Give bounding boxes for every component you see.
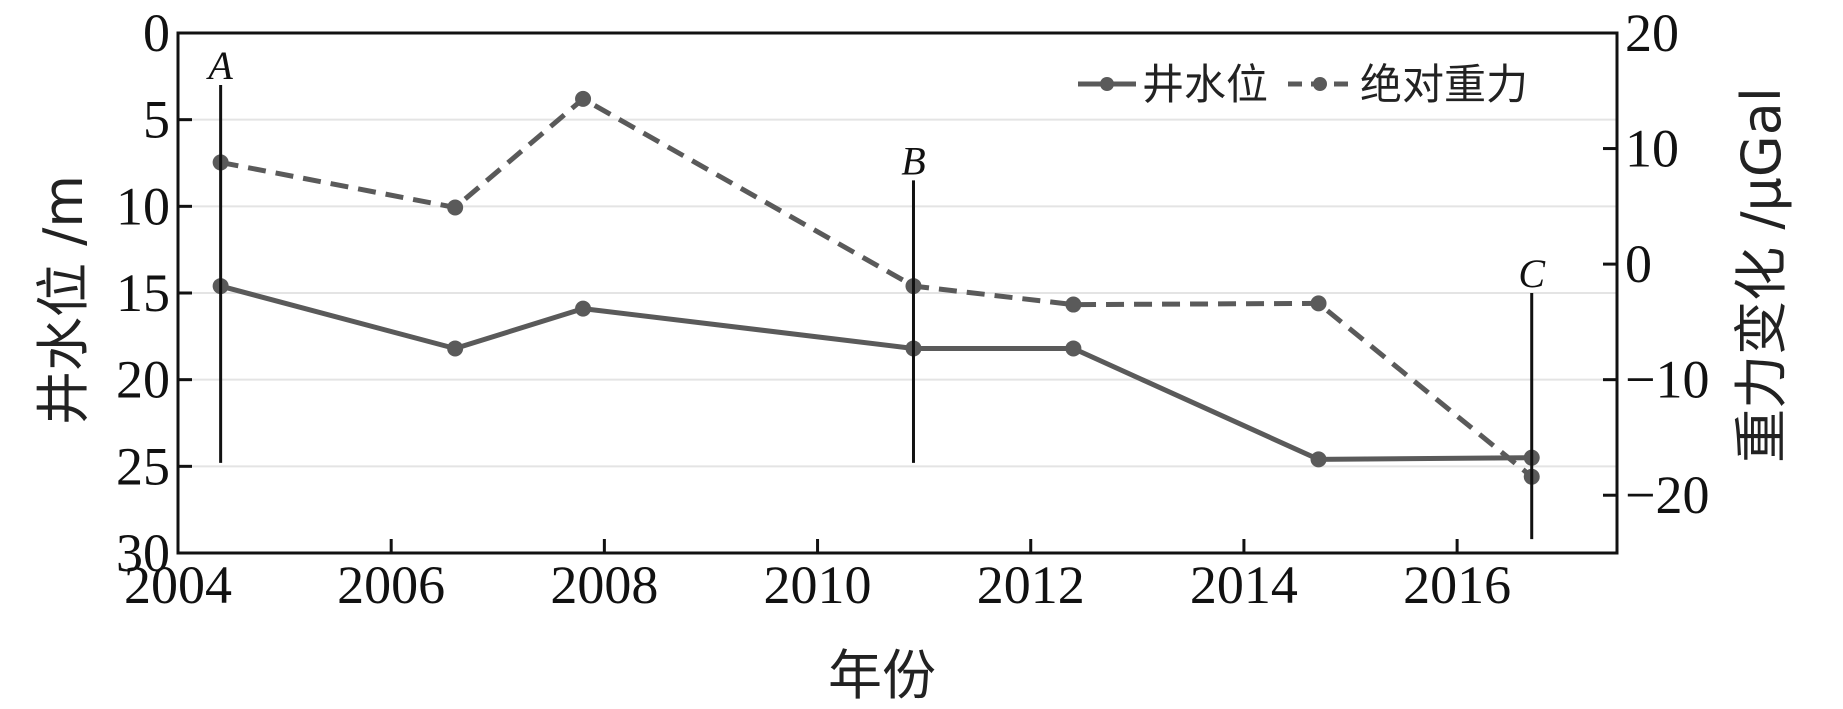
x-tick-label: 2012 bbox=[977, 555, 1085, 615]
annotation-label-b: B bbox=[901, 138, 925, 183]
water-level-point bbox=[1310, 451, 1327, 468]
gravity-point bbox=[1065, 296, 1082, 313]
y-right-axis-title: 重力变化 /μGal bbox=[1730, 87, 1793, 463]
y-left-tick-label: 25 bbox=[116, 436, 170, 496]
y-right-tick-label: 10 bbox=[1625, 119, 1679, 179]
x-tick-label: 2010 bbox=[764, 555, 872, 615]
legend-marker-water-level bbox=[1100, 77, 1114, 91]
y-left-tick-label: 0 bbox=[143, 3, 170, 63]
gravity-point bbox=[1310, 295, 1327, 312]
y-right-tick-label: −10 bbox=[1625, 350, 1709, 410]
legend-item-gravity: 绝对重力 bbox=[1288, 60, 1528, 109]
y-left-tick-label: 15 bbox=[116, 263, 170, 323]
water-level-point bbox=[575, 300, 592, 317]
y-right-tick-label: 20 bbox=[1625, 3, 1679, 63]
x-tick-label: 2014 bbox=[1190, 555, 1298, 615]
legend-item-water-level: 井水位 bbox=[1078, 60, 1268, 109]
water-level-line bbox=[219, 283, 1532, 462]
y-left-tick-label: 30 bbox=[116, 523, 170, 583]
y-left-tick-label: 20 bbox=[116, 350, 170, 410]
y-right-tick-label: 0 bbox=[1625, 234, 1652, 294]
gravity-line bbox=[220, 96, 1534, 479]
x-tick-label: 2008 bbox=[550, 555, 658, 615]
water-level-point bbox=[447, 340, 464, 357]
annotation-label-c: C bbox=[1518, 251, 1546, 296]
y-left-tick-label: 5 bbox=[143, 90, 170, 150]
gravity-point bbox=[575, 90, 592, 107]
legend-label-water-level: 井水位 bbox=[1142, 60, 1268, 109]
series-layer bbox=[212, 90, 1540, 485]
x-tick-label: 2004 bbox=[124, 555, 232, 615]
x-tick-label: 2006 bbox=[337, 555, 445, 615]
y-left-tick-label: 10 bbox=[116, 176, 170, 236]
annotation-layer: A B C bbox=[205, 43, 1546, 540]
x-tick-label: 2016 bbox=[1403, 555, 1511, 615]
legend: 井水位 绝对重力 bbox=[1078, 60, 1528, 109]
gravity-point bbox=[447, 199, 464, 216]
grid bbox=[178, 118, 1617, 468]
legend-label-gravity: 绝对重力 bbox=[1360, 60, 1528, 109]
water-level-point bbox=[1065, 340, 1082, 357]
x-axis-title: 年份 bbox=[828, 644, 936, 707]
y-left-axis-title: 井水位 /m bbox=[32, 175, 95, 425]
y-right-tick-label: −20 bbox=[1625, 465, 1709, 525]
annotation-label-a: A bbox=[205, 43, 233, 88]
legend-marker-gravity bbox=[1313, 77, 1327, 91]
